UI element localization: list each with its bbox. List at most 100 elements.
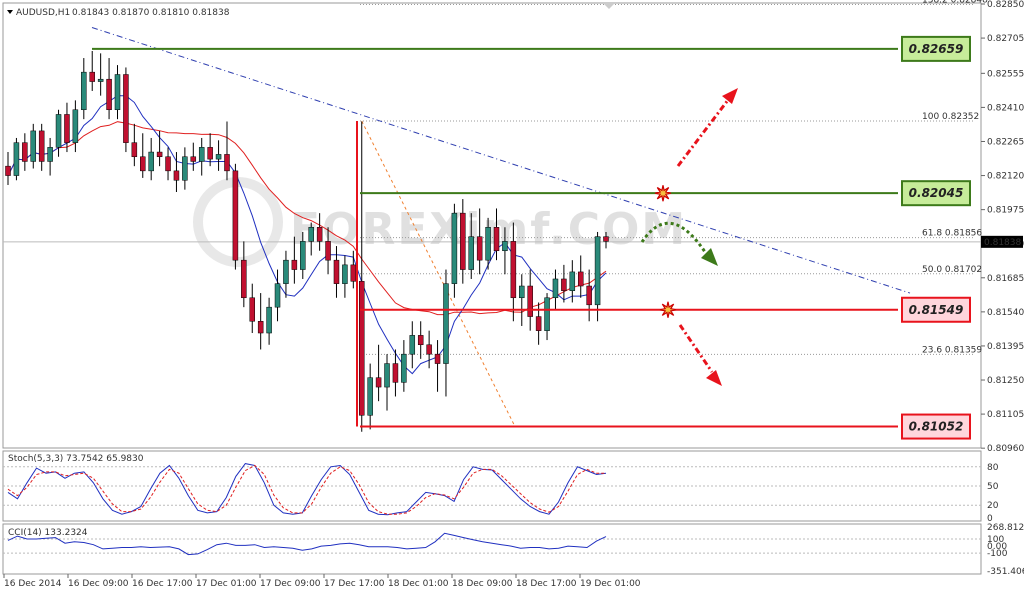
candle-body-bear xyxy=(325,241,331,261)
candle xyxy=(215,140,222,171)
candle xyxy=(97,53,104,96)
candle xyxy=(224,121,230,181)
candle xyxy=(190,142,197,171)
candle-body-bull xyxy=(266,306,272,334)
candle xyxy=(409,321,416,369)
candle-body-bear xyxy=(586,285,592,306)
candle xyxy=(291,236,298,284)
candle-body-bull xyxy=(283,259,289,284)
scroll-marker-icon[interactable] xyxy=(604,4,614,9)
candle-body-bear xyxy=(232,170,239,261)
key-level-label: 0.81549 xyxy=(909,303,964,317)
time-axis: 16 Dec 2014 16 Dec 09:00 16 Dec 17:00 17 De… xyxy=(3,574,641,589)
candle-body-bull xyxy=(13,142,20,176)
candle xyxy=(333,246,340,298)
time-tick-label: 18 Dec 01:00 xyxy=(388,579,449,589)
candle-body-bull xyxy=(308,227,314,242)
bearish-arrow-head-icon xyxy=(706,370,722,386)
candle-body-bull xyxy=(81,71,87,111)
price-tick-label: 0.81540 xyxy=(987,308,1024,318)
price-tick-label: 0.80960 xyxy=(987,444,1024,454)
candle xyxy=(131,123,138,167)
cci-title: CCI(14) 133.2324 xyxy=(8,528,88,538)
symbol-label: AUDUSD,H1 xyxy=(16,8,70,18)
trend-line xyxy=(91,27,911,294)
candle xyxy=(198,137,205,176)
candle-body-bear xyxy=(156,151,163,158)
cci-tick-label: 268.8123 xyxy=(987,523,1024,533)
current-price-label: 0.81838 xyxy=(984,238,1021,248)
candle xyxy=(13,137,20,181)
candle-body-bear xyxy=(131,142,138,158)
breakdown-star-icon xyxy=(659,301,677,318)
candle xyxy=(561,264,567,303)
key-level-box xyxy=(901,35,971,62)
candles xyxy=(5,51,609,432)
main-plot-frame xyxy=(2,2,982,449)
candle-body-bear xyxy=(358,281,365,416)
candle xyxy=(417,321,424,359)
candle xyxy=(5,152,11,185)
candle xyxy=(249,283,256,334)
candle-body-bull xyxy=(300,241,306,270)
breakout-star-icon xyxy=(654,185,672,202)
candle xyxy=(274,269,281,322)
candle-body-bull xyxy=(97,78,104,82)
candle xyxy=(266,297,272,345)
candle-body-bear xyxy=(257,321,264,334)
candle-body-bear xyxy=(190,156,197,162)
time-tick-label: 16 Dec 17:00 xyxy=(132,579,193,589)
candle xyxy=(384,354,390,411)
candle xyxy=(527,269,533,331)
candle xyxy=(342,255,348,298)
candle-body-bear xyxy=(350,264,357,282)
candle-body-bear xyxy=(22,142,28,162)
price-tick-label: 0.82555 xyxy=(987,69,1024,79)
candle-body-bear xyxy=(527,285,533,317)
candle-body-bull xyxy=(182,156,188,181)
candle-body-bear xyxy=(165,156,171,172)
candle xyxy=(577,255,584,298)
candle xyxy=(468,213,474,279)
candle-body-bear xyxy=(426,344,432,355)
fibo-level-label: 61.8 0.81856 xyxy=(922,229,982,239)
key-level-label: 0.82659 xyxy=(909,42,964,56)
symbol-dropdown-icon[interactable] xyxy=(7,10,13,14)
candle xyxy=(502,227,508,275)
time-tick-label: 17 Dec 09:00 xyxy=(260,579,321,589)
candle-body-bull xyxy=(451,212,458,284)
candle-body-bear xyxy=(476,236,483,261)
candle-body-bull xyxy=(114,74,121,111)
candle xyxy=(148,137,154,181)
candle xyxy=(316,213,323,251)
candle-body-bear xyxy=(89,71,95,82)
candle xyxy=(325,227,331,275)
candle-body-bear xyxy=(603,236,609,242)
projection-arrows xyxy=(640,88,738,386)
candle-body-bull xyxy=(594,236,601,306)
candle-body-bear xyxy=(207,147,213,160)
time-tick-label: 17 Dec 01:00 xyxy=(196,579,257,589)
price-tick-label: 0.82850 xyxy=(987,0,1024,10)
candle-body-bull xyxy=(342,264,348,284)
candle xyxy=(140,133,146,178)
candle-body-bull xyxy=(468,236,474,270)
candle-body-bear xyxy=(510,241,517,299)
fibo-trend-line xyxy=(361,120,516,427)
candle-body-bear xyxy=(38,130,45,162)
candle xyxy=(182,147,188,190)
candle-body-bear xyxy=(5,165,11,176)
candle xyxy=(434,340,441,392)
candle xyxy=(510,222,517,322)
candle-body-bear xyxy=(64,114,70,143)
candle-body-bull xyxy=(443,283,449,364)
price-axis: 0.82850 0.82705 0.82555 0.82410 0.82265 0.821… xyxy=(981,0,1024,454)
candle-body-bull xyxy=(55,114,62,148)
candle-body-bear xyxy=(140,156,146,172)
price-tick-label: 0.81105 xyxy=(987,410,1024,420)
fibo-level-label: 138.2 0.82848 xyxy=(922,0,988,5)
candle xyxy=(569,260,576,303)
candle-body-bear xyxy=(106,78,112,111)
stoch-tick-label: 50 xyxy=(987,482,999,492)
candle-body-bear xyxy=(173,170,180,181)
